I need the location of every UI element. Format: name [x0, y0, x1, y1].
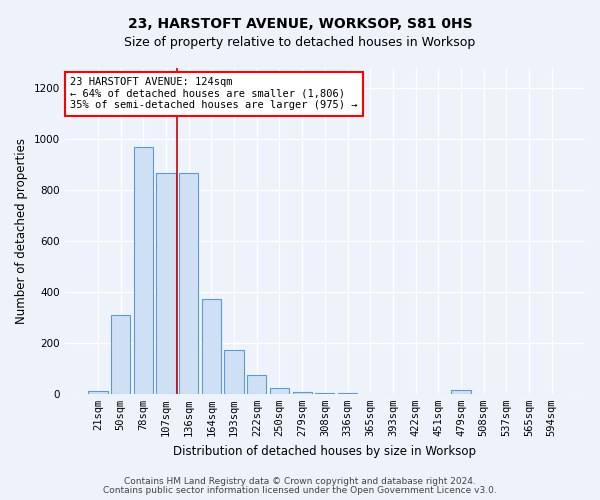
Y-axis label: Number of detached properties: Number of detached properties [15, 138, 28, 324]
Bar [134, 146, 153, 394]
Text: Contains public sector information licensed under the Open Government Licence v3: Contains public sector information licen… [103, 486, 497, 495]
Bar [179, 174, 199, 394]
Text: 23 HARSTOFT AVENUE: 124sqm
← 64% of detached houses are smaller (1,806)
35% of s: 23 HARSTOFT AVENUE: 124sqm ← 64% of deta… [70, 78, 358, 110]
Bar [451, 390, 470, 394]
Text: Contains HM Land Registry data © Crown copyright and database right 2024.: Contains HM Land Registry data © Crown c… [124, 477, 476, 486]
Bar [270, 388, 289, 394]
Bar [247, 374, 266, 394]
Bar [111, 315, 130, 394]
Bar [88, 392, 107, 394]
Bar [293, 392, 312, 394]
Text: Size of property relative to detached houses in Worksop: Size of property relative to detached ho… [124, 36, 476, 49]
Bar [202, 300, 221, 394]
X-axis label: Distribution of detached houses by size in Worksop: Distribution of detached houses by size … [173, 444, 476, 458]
Bar [224, 350, 244, 394]
Bar [157, 174, 176, 394]
Text: 23, HARSTOFT AVENUE, WORKSOP, S81 0HS: 23, HARSTOFT AVENUE, WORKSOP, S81 0HS [128, 18, 472, 32]
